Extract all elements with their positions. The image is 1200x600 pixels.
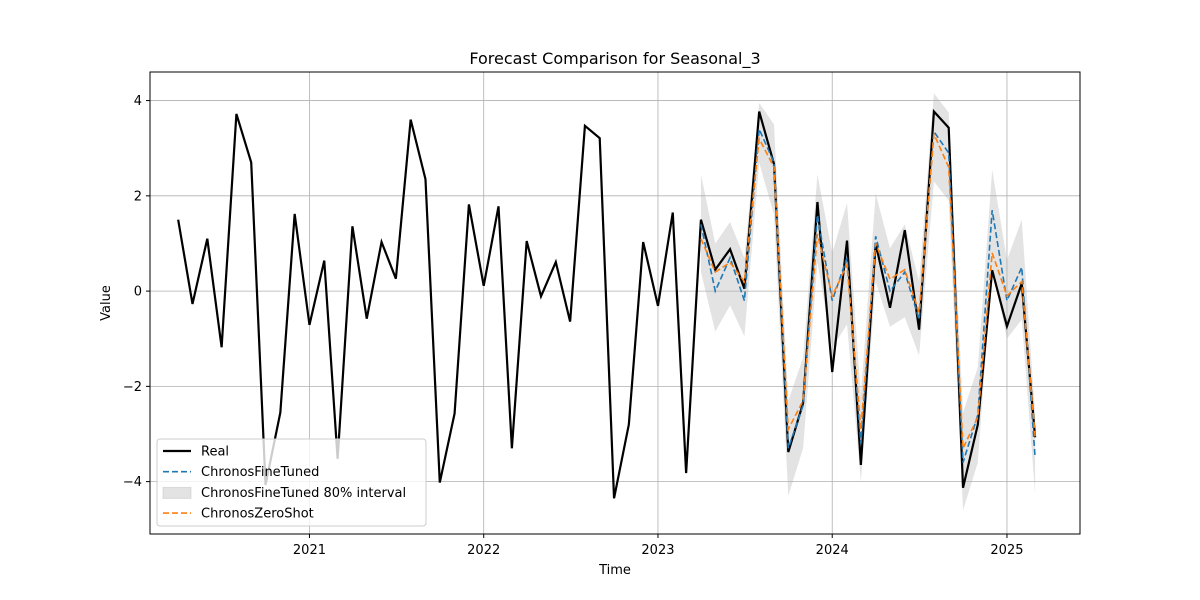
y-tick-label: 0	[134, 285, 142, 300]
y-tick-label: −2	[123, 380, 142, 395]
y-tick-label: 4	[134, 94, 142, 109]
chronos-zero-shot-line	[700, 133, 1036, 449]
x-axis-label: Time	[598, 563, 631, 578]
legend: Real ChronosFineTuned ChronosFineTuned 80%…	[156, 438, 427, 527]
y-tick-label: −4	[123, 475, 142, 490]
x-tick-label: 2022	[467, 543, 500, 558]
x-tick-label: 2023	[641, 543, 674, 558]
legend-label: ChronosFineTuned	[201, 465, 319, 480]
legend-label: ChronosFineTuned 80% interval	[201, 486, 406, 501]
chart-title: Forecast Comparison for Seasonal_3	[469, 49, 760, 69]
x-tick-label: 2025	[990, 543, 1023, 558]
series-layer	[177, 108, 1037, 499]
legend-box	[156, 438, 427, 527]
y-axis-label: Value	[99, 285, 114, 321]
legend-label: ChronosZeroShot	[201, 507, 314, 522]
plot-area-frame	[149, 71, 1081, 535]
x-tick-label: 2024	[816, 543, 849, 558]
x-tick-label: 2021	[293, 543, 326, 558]
y-tick-label: 2	[134, 189, 142, 204]
real-line	[177, 108, 1037, 499]
legend-swatch	[162, 486, 192, 499]
axis-ticks: 2021 2022 2023 2024 2025 −4 −2 0 2 4	[123, 94, 1024, 558]
legend-label: Real	[201, 445, 229, 460]
